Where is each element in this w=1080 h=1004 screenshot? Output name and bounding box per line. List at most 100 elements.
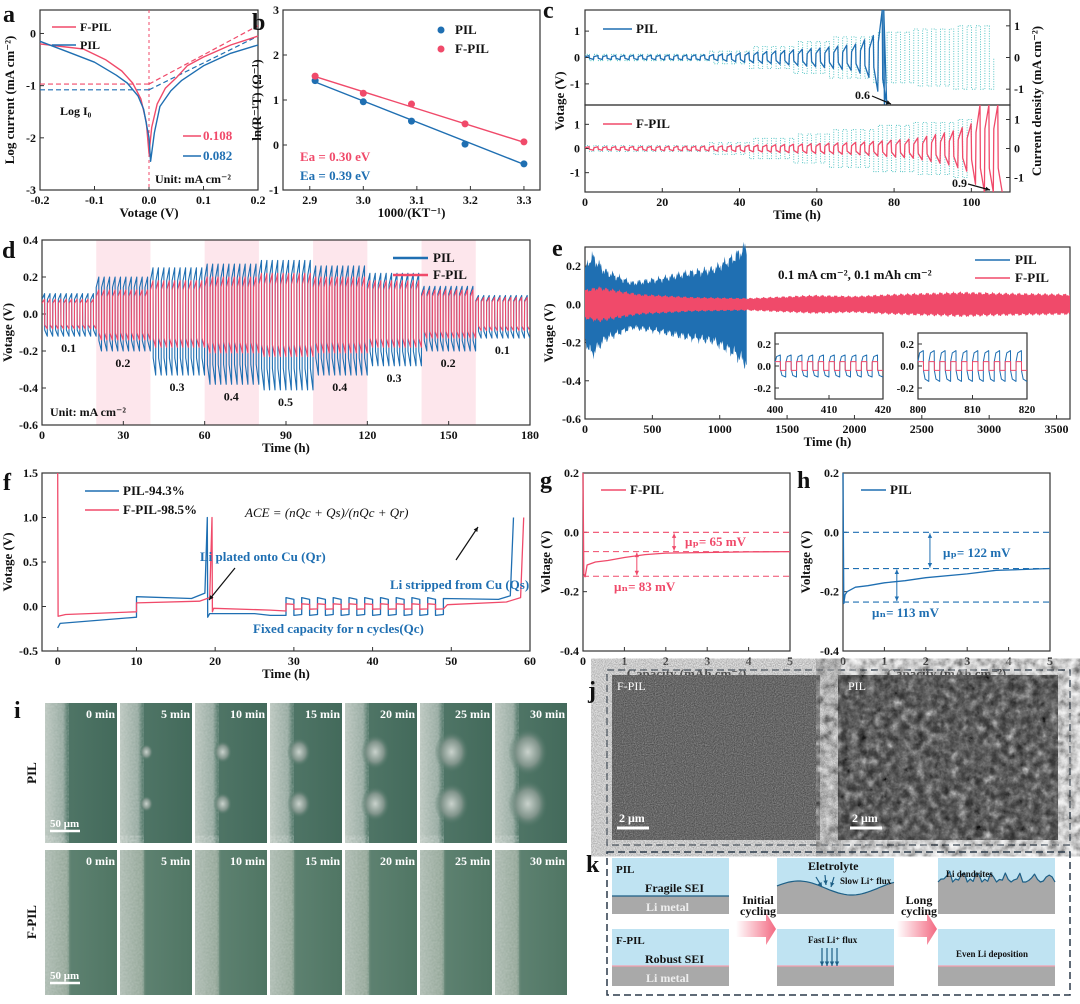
x-tick-label: 0 [582, 195, 588, 209]
data-point [461, 140, 469, 148]
lithium-dendrite [139, 795, 153, 812]
schematic-box [777, 929, 894, 986]
current-density-label: 0.3 [170, 380, 185, 394]
x-tick-label: 60 [811, 195, 823, 209]
fpil-exchange-current: 0.108 [203, 128, 233, 143]
scale-bar-label: 50 μm [50, 970, 79, 982]
time-label: 5 min [161, 854, 190, 868]
sei-line [776, 880, 895, 896]
arrow-head [894, 596, 899, 602]
y-axis-title: Voltage (V) [798, 531, 813, 594]
y-tick-label: 1.5 [23, 466, 38, 480]
y-tick-label: 0.0 [566, 297, 581, 311]
arrow-head [886, 100, 891, 105]
lithium-dendrite [360, 786, 390, 822]
y-tick-label: -1 [26, 79, 36, 93]
data-point [461, 120, 469, 128]
li-metal-region [612, 896, 729, 914]
y-right-tick-label: -1 [1014, 82, 1024, 96]
y-tick-label: -0.4 [560, 644, 579, 658]
y-tick-label: 0.2 [757, 339, 771, 351]
li-metal-region [612, 966, 729, 986]
x-tick-label: 0 [55, 654, 61, 668]
legend-label: F-PIL [636, 116, 670, 131]
microscope-photo: 10 min [195, 703, 267, 843]
x-tick-label: 2500 [910, 422, 934, 436]
electrode-texture [195, 850, 217, 995]
microscope-photo: 20 min [345, 850, 417, 995]
li-metal-region [777, 966, 894, 986]
y-tick-label: 0 [574, 51, 580, 65]
microscope-photo: 0 min [45, 850, 117, 995]
inset-fpil-trace [918, 361, 1027, 371]
x-tick-label: 0.2 [251, 193, 266, 207]
voltage-pil-trace [585, 10, 888, 105]
lithium-dendrite [213, 792, 232, 815]
sem-texture [838, 675, 1058, 840]
microscope-photo: 5 min [120, 850, 192, 995]
voltage-pil-trace [842, 472, 1051, 605]
time-label: 30 min [530, 854, 565, 868]
legend-marker [437, 45, 445, 53]
y-tick-label: 0.2 [566, 259, 581, 273]
panel-label-d: d [2, 238, 16, 264]
x-tick-label: 3.0 [356, 193, 371, 207]
x-tick-label: 2.9 [302, 193, 317, 207]
y-right-axis-title: Current density (mA cm⁻²) [1029, 26, 1044, 176]
y-axis-title: Log current (mA cm⁻²) [2, 36, 17, 165]
tafel-fit-line [148, 35, 259, 91]
plateau-overpotential-label: μₚ= 122 mV [943, 545, 1011, 560]
arrow-head [927, 563, 933, 568]
data-point [408, 100, 415, 108]
test-condition-label: 0.1 mA cm⁻², 0.1 mAh cm⁻² [778, 267, 932, 282]
lithium-dendrite [434, 783, 469, 825]
x-tick-label: 420 [875, 404, 892, 416]
x-tick-label: -0.2 [31, 193, 50, 207]
current-density-label: 0.2 [115, 356, 130, 370]
current-density-trace [585, 119, 972, 178]
x-tick-label: 60 [199, 428, 211, 442]
legend-label: F-PIL [455, 41, 489, 56]
x-tick-label: 0 [39, 428, 45, 442]
metal-label: Li metal [646, 971, 690, 985]
panel-label-b: b [252, 10, 265, 36]
row-label: F-PIL [24, 905, 39, 939]
panel-label-f: f [3, 470, 12, 496]
x-tick-label: 0 [580, 654, 586, 668]
y-tick-label: 0.0 [757, 361, 771, 373]
x-tick-label: 3 [704, 654, 710, 668]
pil-activation-energy: Ea = 0.39 eV [300, 168, 371, 183]
x-tick-label: 0 [840, 654, 846, 668]
nucleation-overpotential-label: μₙ= 83 mV [614, 579, 676, 594]
y-tick-label: 0 [574, 142, 580, 156]
y-tick-label: 0 [30, 26, 36, 40]
x-tick-label: 60 [524, 654, 536, 668]
plateau-overpotential-label: μₚ= 65 mV [685, 534, 747, 549]
process-label: Long [906, 893, 933, 907]
fpil-activation-energy: Ea = 0.30 eV [300, 149, 371, 164]
li-metal-region [938, 966, 1055, 986]
electrode-texture [495, 703, 517, 843]
panel-b-arrhenius-plot: 2.9 3.0 3.1 3.2 3.3 -1 0 1 2 3 1000/(KT⁻¹) ln(R⁻¹T)… [249, 3, 541, 220]
data-point [311, 72, 319, 80]
arrow-head [473, 527, 478, 532]
electrode-texture [195, 703, 217, 843]
time-label: 0 min [86, 707, 115, 721]
current-density-label: 0.2 [441, 356, 456, 370]
schematic-box [612, 858, 729, 914]
arrow-head [927, 533, 933, 538]
lithium-dendrite [139, 744, 153, 760]
voltage-f-pil-trace [42, 272, 530, 358]
schematic-label: PIL [616, 864, 634, 876]
microscope-photo: 15 min [270, 850, 342, 995]
x-tick-label: 3000 [977, 422, 1001, 436]
panel-label-c: c [543, 0, 554, 24]
legend-label: PIL [636, 21, 658, 36]
legend-label: PIL [80, 38, 100, 52]
lithium-dendrite [508, 728, 548, 776]
y-tick-label: 2 [273, 48, 279, 62]
dashed-frame [606, 669, 1071, 846]
scale-bar-label: 2 μm [619, 811, 645, 825]
y-tick-label: -0.4 [19, 381, 38, 395]
